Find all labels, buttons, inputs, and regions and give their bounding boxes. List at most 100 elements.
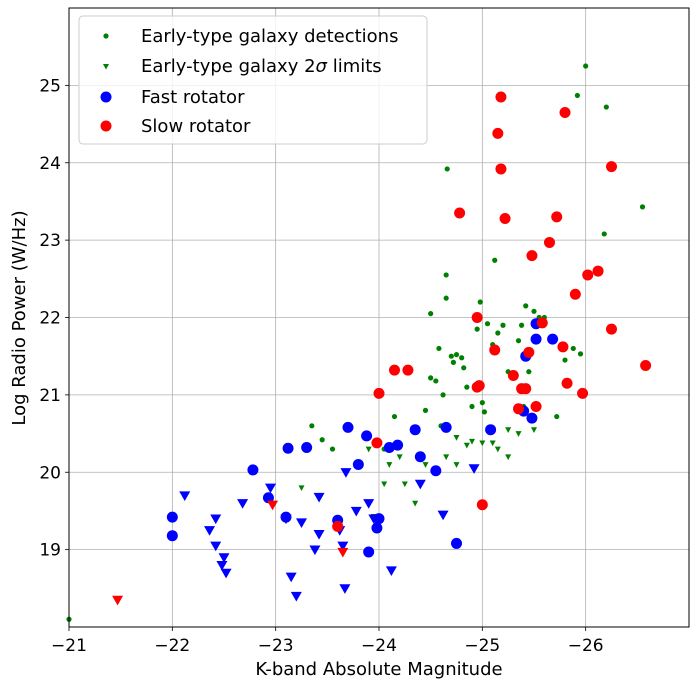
slow-point	[476, 499, 488, 511]
legend-marker-slow-rotator	[100, 120, 112, 132]
slow-point	[526, 250, 538, 262]
slow-point	[471, 312, 483, 323]
etg-det-point	[492, 257, 498, 263]
y-tick-label: 25	[39, 76, 61, 96]
slow-point	[520, 383, 532, 395]
fast-lim-point	[218, 553, 230, 563]
y-tick-label: 22	[39, 309, 61, 329]
legend-label-etg-detections: Early-type galaxy detections	[141, 26, 398, 47]
slow-point	[606, 323, 617, 335]
etg-det-point	[329, 446, 336, 452]
fast-point	[363, 546, 375, 558]
series-fast	[166, 318, 559, 558]
etg-det-point	[562, 357, 568, 363]
etg-det-point	[448, 353, 454, 359]
etg-det-point	[515, 338, 522, 344]
slow-lim-point	[112, 595, 124, 606]
etg-det-point	[443, 272, 449, 278]
etg-det-point	[570, 345, 576, 352]
fast-lim-point	[363, 499, 375, 509]
fast-lim-point	[337, 541, 349, 552]
etg-det-point	[531, 308, 537, 314]
fast-point	[166, 530, 178, 542]
slow-point	[402, 364, 414, 376]
y-tick-label: 21	[39, 386, 61, 406]
etg-det-point	[459, 355, 465, 361]
slow-lim-point	[337, 547, 349, 558]
fast-lim-point	[179, 491, 191, 501]
fast-lim-point	[350, 506, 362, 517]
etg-det-point	[469, 403, 475, 410]
fast-point	[247, 464, 259, 476]
slow-point	[371, 437, 383, 449]
fast-point	[526, 412, 538, 424]
etg-lim-point	[396, 454, 403, 461]
fast-lim-point	[414, 479, 426, 490]
fast-point	[301, 441, 313, 453]
slow-point	[559, 106, 571, 118]
slow-point	[513, 403, 524, 415]
y-tick-label: 23	[39, 231, 61, 251]
etg-lim-point	[365, 446, 372, 453]
etg-det-point	[309, 423, 315, 429]
fast-lim-point	[285, 572, 297, 583]
fast-point	[352, 459, 364, 471]
x-axis-label: K-band Absolute Magnitude	[255, 659, 502, 680]
etg-det-point	[436, 345, 442, 352]
etg-lim-point	[494, 446, 501, 453]
fast-point	[342, 421, 354, 433]
etg-det-point	[577, 351, 584, 357]
etg-lim-point	[469, 438, 475, 445]
etg-det-point	[601, 231, 607, 237]
etg-lim-point	[422, 462, 429, 468]
etg-lim-point	[298, 485, 305, 492]
data-points	[66, 63, 652, 622]
slow-point	[492, 127, 504, 139]
etg-det-point	[464, 384, 470, 390]
etg-det-point	[603, 104, 609, 110]
etg-det-point	[554, 413, 560, 420]
fast-point	[414, 451, 426, 463]
fast-lim-point	[339, 584, 351, 594]
etg-det-point	[443, 295, 449, 301]
fast-point	[166, 511, 178, 523]
legend: Early-type galaxy detections Early-type …	[78, 15, 428, 145]
etg-lim-point	[515, 431, 522, 437]
slow-point	[507, 370, 519, 382]
etg-lim-point	[453, 462, 460, 468]
fast-lim-point	[313, 492, 325, 503]
legend-box	[78, 15, 428, 145]
slow-point	[561, 377, 573, 389]
slow-point	[640, 359, 652, 371]
etg-det-point	[428, 311, 434, 317]
etg-lim-point	[453, 435, 460, 441]
etg-det-point	[428, 375, 434, 381]
etg-det-point	[444, 166, 450, 172]
fast-lim-point	[296, 518, 307, 529]
etg-det-point	[523, 303, 529, 309]
legend-marker-etg-limits	[103, 64, 109, 70]
slow-point	[606, 161, 617, 173]
etg-det-point	[481, 409, 487, 415]
fast-lim-point	[309, 545, 321, 556]
fast-lim-point	[290, 591, 302, 602]
slow-point	[577, 387, 589, 399]
slow-lim-point	[267, 500, 279, 511]
x-tick-label: −23	[258, 636, 294, 656]
axis-ticks: −21 −22 −23 −24 −25 −26 19 20 21 22 23 24 25	[39, 76, 603, 656]
fast-lim-point	[204, 526, 216, 536]
etg-det-point	[479, 400, 485, 406]
slow-point	[495, 91, 507, 103]
x-tick-label: −21	[51, 636, 87, 656]
slow-point	[495, 163, 507, 175]
etg-det-point	[574, 92, 581, 99]
etg-det-point	[422, 407, 429, 413]
etg-det-point	[474, 326, 480, 332]
slow-point	[530, 400, 542, 412]
slow-point	[551, 211, 563, 223]
slow-point	[373, 387, 385, 399]
fast-point	[392, 439, 404, 451]
etg-det-point	[495, 330, 501, 336]
